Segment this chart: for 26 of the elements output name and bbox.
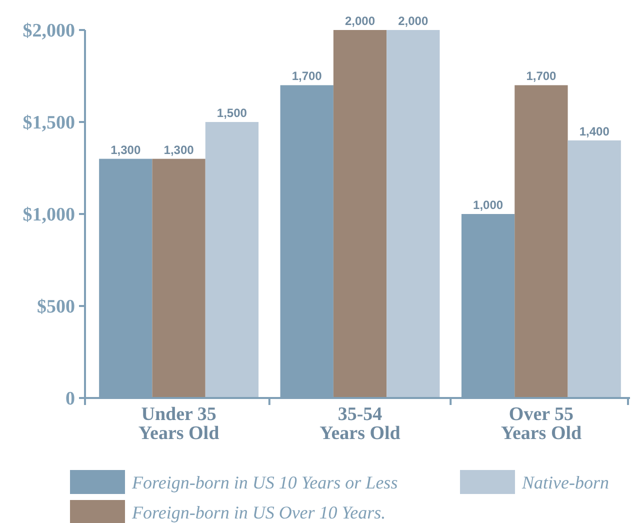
y-tick-label: $500 — [37, 296, 75, 318]
legend-label: Foreign-born in US 10 Years or Less — [131, 472, 398, 492]
y-tick-label: $1,000 — [22, 204, 75, 226]
bar — [514, 85, 568, 398]
x-tick-label: Under 35 Years Old — [138, 404, 220, 444]
data-label: 2,000 — [344, 14, 376, 28]
data-label: 1,400 — [579, 124, 610, 138]
data-label: 1,700 — [292, 69, 322, 84]
bar — [205, 122, 259, 398]
x-tick-label: Over 55 Years Old — [500, 404, 582, 444]
bar — [152, 158, 206, 398]
bar — [386, 30, 440, 398]
data-label: 1,000 — [473, 198, 504, 212]
data-label: 1,700 — [526, 69, 557, 84]
data-label: 1,300 — [110, 142, 141, 157]
data-label: 1,500 — [216, 106, 248, 120]
y-tick-label: 0 — [66, 388, 75, 410]
y-tick-label: $1,500 — [22, 112, 75, 134]
y-tick-label: $2,000 — [22, 20, 75, 42]
bar — [568, 140, 621, 398]
data-label: 1,300 — [164, 142, 194, 157]
data-label: 2,000 — [398, 14, 428, 28]
x-tick-label: 35-54 Years Old — [320, 404, 401, 444]
legend-label: Foreign-born in US Over 10 Years. — [131, 502, 386, 522]
legend-label: Native-born — [521, 472, 609, 492]
bar — [333, 30, 387, 398]
